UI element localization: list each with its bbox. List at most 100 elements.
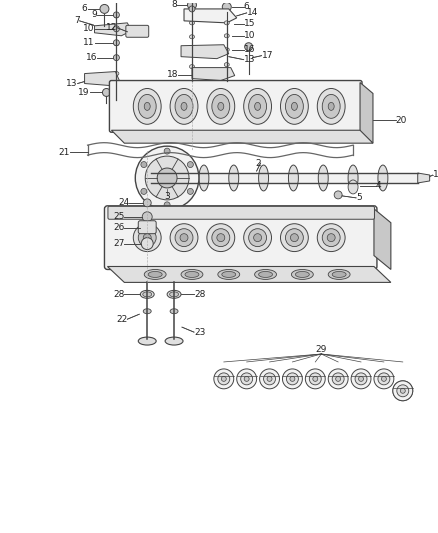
- Circle shape: [187, 161, 193, 167]
- Ellipse shape: [190, 50, 194, 54]
- Text: 16: 16: [244, 45, 255, 54]
- Ellipse shape: [254, 102, 261, 110]
- Text: 14: 14: [247, 9, 258, 18]
- Ellipse shape: [224, 62, 229, 67]
- Ellipse shape: [378, 165, 388, 191]
- Ellipse shape: [286, 94, 304, 118]
- Circle shape: [180, 233, 188, 241]
- Ellipse shape: [190, 21, 194, 25]
- Circle shape: [218, 373, 230, 385]
- Text: 3: 3: [164, 192, 170, 201]
- Ellipse shape: [143, 309, 151, 314]
- FancyBboxPatch shape: [110, 80, 362, 132]
- Ellipse shape: [165, 337, 183, 345]
- Ellipse shape: [114, 55, 119, 60]
- Circle shape: [214, 369, 234, 389]
- Polygon shape: [85, 71, 120, 85]
- Text: 10: 10: [83, 25, 95, 34]
- Text: 13: 13: [66, 79, 78, 88]
- Ellipse shape: [318, 165, 328, 191]
- Circle shape: [244, 224, 272, 252]
- Circle shape: [138, 229, 156, 247]
- Text: 19: 19: [78, 88, 89, 97]
- Text: 24: 24: [118, 198, 129, 207]
- Circle shape: [143, 199, 151, 207]
- Text: 27: 27: [113, 239, 124, 248]
- Text: 17: 17: [261, 51, 273, 60]
- Ellipse shape: [190, 35, 194, 39]
- Text: 29: 29: [315, 344, 327, 353]
- Circle shape: [309, 373, 321, 385]
- Circle shape: [374, 369, 394, 389]
- Ellipse shape: [244, 88, 272, 124]
- Ellipse shape: [170, 292, 179, 297]
- Circle shape: [142, 212, 152, 222]
- Circle shape: [217, 233, 225, 241]
- Polygon shape: [181, 45, 229, 59]
- Ellipse shape: [143, 292, 152, 297]
- Circle shape: [378, 373, 390, 385]
- Circle shape: [286, 229, 304, 247]
- Circle shape: [336, 376, 341, 381]
- Text: 2: 2: [255, 158, 261, 167]
- Text: 8: 8: [171, 1, 177, 10]
- Polygon shape: [111, 130, 373, 143]
- Ellipse shape: [144, 102, 150, 110]
- Circle shape: [313, 376, 318, 381]
- Circle shape: [164, 202, 170, 208]
- Circle shape: [332, 373, 344, 385]
- Circle shape: [141, 189, 147, 195]
- Ellipse shape: [218, 102, 224, 110]
- Circle shape: [260, 369, 279, 389]
- Circle shape: [283, 369, 302, 389]
- Circle shape: [189, 6, 195, 12]
- Ellipse shape: [114, 29, 119, 33]
- Circle shape: [328, 369, 348, 389]
- Circle shape: [393, 381, 413, 401]
- Text: 25: 25: [113, 212, 124, 221]
- Text: 5: 5: [356, 193, 362, 203]
- Ellipse shape: [218, 270, 240, 279]
- Ellipse shape: [317, 88, 345, 124]
- Circle shape: [102, 88, 110, 96]
- Ellipse shape: [190, 64, 194, 69]
- Text: 28: 28: [194, 290, 205, 299]
- Text: 13: 13: [244, 55, 255, 64]
- Text: 23: 23: [194, 328, 205, 337]
- Ellipse shape: [332, 271, 346, 278]
- FancyBboxPatch shape: [104, 206, 377, 270]
- Ellipse shape: [295, 271, 309, 278]
- Circle shape: [351, 369, 371, 389]
- Text: 6: 6: [244, 3, 249, 11]
- Ellipse shape: [190, 7, 194, 11]
- Ellipse shape: [185, 271, 199, 278]
- Circle shape: [241, 373, 253, 385]
- Text: 16: 16: [86, 53, 98, 62]
- Text: 21: 21: [58, 148, 70, 157]
- Circle shape: [359, 376, 364, 381]
- Text: 22: 22: [116, 314, 127, 324]
- Ellipse shape: [348, 180, 358, 194]
- Circle shape: [267, 376, 272, 381]
- Circle shape: [327, 233, 335, 241]
- Ellipse shape: [175, 94, 193, 118]
- Circle shape: [254, 233, 261, 241]
- Polygon shape: [374, 209, 391, 270]
- Circle shape: [393, 381, 413, 401]
- Polygon shape: [107, 266, 391, 282]
- Ellipse shape: [170, 309, 178, 314]
- Circle shape: [187, 1, 197, 10]
- Circle shape: [397, 385, 409, 397]
- Ellipse shape: [114, 42, 119, 46]
- Bar: [151, 173, 418, 183]
- Ellipse shape: [212, 94, 230, 118]
- Ellipse shape: [181, 270, 203, 279]
- Circle shape: [249, 229, 267, 247]
- Ellipse shape: [258, 165, 268, 191]
- Ellipse shape: [258, 271, 272, 278]
- Circle shape: [245, 43, 253, 51]
- Circle shape: [237, 369, 257, 389]
- Circle shape: [135, 146, 199, 210]
- Text: 9: 9: [92, 10, 98, 19]
- Ellipse shape: [148, 271, 162, 278]
